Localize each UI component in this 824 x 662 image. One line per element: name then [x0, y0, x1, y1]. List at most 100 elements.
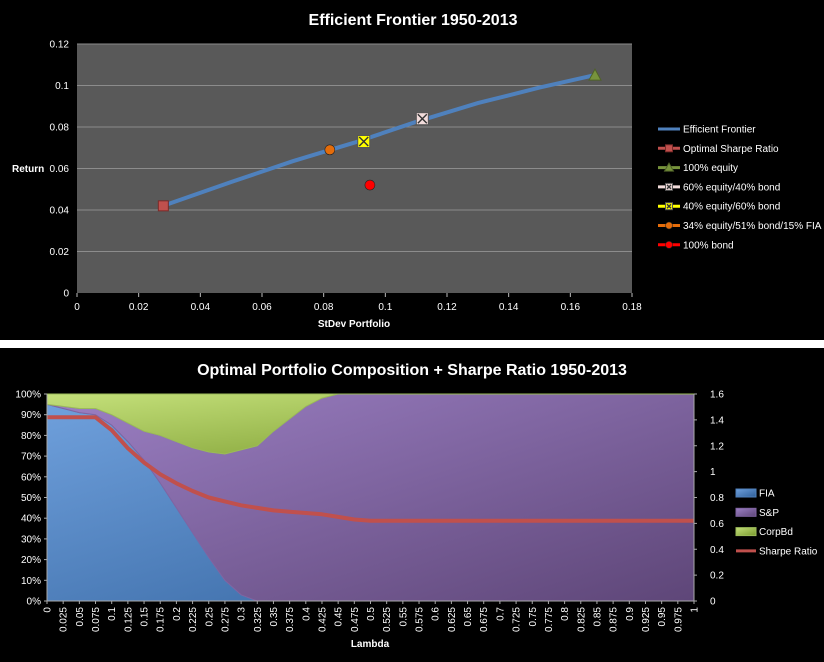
legend-label: 100% bond: [683, 240, 734, 251]
y2-tick-label: 0.8: [710, 493, 724, 504]
x-tick-label: 0.85: [592, 607, 603, 627]
x-tick-label: 0.225: [188, 607, 199, 632]
y-tick-label: 0.06: [50, 164, 70, 175]
x-tick-label: 0.05: [75, 607, 86, 627]
x-tick-label: 0.925: [641, 607, 652, 632]
marker-cross: [666, 203, 672, 209]
y-tick-label: 80%: [21, 431, 41, 442]
y-tick-labels: 0% 10% 20% 30% 40% 50% 60% 70% 80% 90% 100%: [15, 390, 41, 608]
y-tick-label: 90%: [21, 410, 41, 421]
marker-circle: [324, 144, 336, 156]
x-tick-label: 0.1: [378, 302, 392, 313]
marker-cross: [666, 184, 672, 190]
legend: FIA S&P CorpBd Sharpe Ratio: [735, 488, 818, 557]
x-tick-label: 0.8: [560, 607, 571, 621]
x-tick-label: 0.04: [191, 302, 211, 313]
marker-triangle: [663, 162, 675, 172]
y2-tick-label: 1.6: [710, 390, 724, 401]
y-tick-label: 0.12: [50, 40, 70, 51]
x-tick-label: 0.525: [382, 607, 393, 632]
x-tick-label: 0.4: [301, 607, 312, 621]
marker-cross: [358, 136, 369, 147]
y-tick-label: 0: [63, 289, 69, 300]
marker-square: [157, 200, 169, 212]
y-axis-label: Return: [12, 164, 44, 175]
chart-divider: [0, 340, 824, 348]
x-tick-label: 0.375: [285, 607, 296, 632]
y-tick-label: 100%: [15, 390, 41, 401]
y-tick-label: 0.1: [55, 81, 69, 92]
x-axis-label: Lambda: [351, 639, 390, 650]
x-tick-label: 0.175: [156, 607, 167, 632]
y2-tick-label: 0: [710, 597, 716, 608]
marker-square: [665, 144, 673, 153]
x-tick-label: 0.65: [463, 607, 474, 627]
x-tick-label: 0.02: [129, 302, 149, 313]
legend-label: 60% equity/40% bond: [683, 182, 780, 193]
y-tick-label: 0.04: [50, 206, 70, 217]
portfolio-composition-svg: Optimal Portfolio Composition + Sharpe R…: [15, 362, 818, 650]
legend-label: Efficient Frontier: [683, 125, 756, 136]
x-tick-label: 0.18: [622, 302, 642, 313]
x-tick-label: 0.25: [204, 607, 215, 627]
x-tick-label: 0.1: [107, 607, 118, 621]
efficient-frontier-chart: Efficient Frontier 1950-2013 0 0.02 0.04 0.…: [12, 12, 822, 330]
portfolio-composition-chart: Optimal Portfolio Composition + Sharpe R…: [0, 348, 824, 662]
x-tick-label: 0.75: [528, 607, 539, 627]
x-tick-label: 0.6: [431, 607, 442, 621]
y2-tick-label: 0.2: [710, 571, 724, 582]
efficient-frontier-line: [161, 73, 597, 208]
y2-tick-label: 0.4: [710, 545, 724, 556]
y2-tick-label: 1.2: [710, 441, 724, 452]
marker-cross: [417, 113, 428, 124]
x-tick-label: 0.425: [317, 607, 328, 632]
x-tick-label: 0.16: [561, 302, 581, 313]
efficient-frontier-svg: Efficient Frontier 1950-2013 0 0.02 0.04 0.…: [12, 12, 822, 330]
marker-circle: [665, 221, 673, 230]
x-tick-label: 0.975: [673, 607, 684, 632]
x-tick-label: 0.825: [576, 607, 587, 632]
x-tick-label: 0.9: [625, 607, 636, 621]
y-tick-labels: 0 0.02 0.04 0.06 0.08 0.1 0.12: [50, 40, 70, 300]
y-tick-label: 70%: [21, 452, 41, 463]
x-tick-labels: 0 0.02 0.04 0.06 0.08 0.1 0.12 0.14 0.16 0.18: [74, 302, 642, 313]
x-tick-label: 0.06: [252, 302, 272, 313]
x-tick-labels: 0 0.025 0.05 0.075 0.1 0.125 0.15 0.175 0.2 0.225…: [43, 607, 701, 632]
x-axis-label: StDev Portfolio: [318, 319, 390, 330]
x-tick-label: 0.725: [512, 607, 523, 632]
x-tick-label: 0.125: [123, 607, 134, 632]
x-tick-label: 0.2: [172, 607, 183, 621]
x-tick-label: 0.325: [253, 607, 264, 632]
legend-label: 40% equity/60% bond: [683, 202, 780, 213]
legend-label: Sharpe Ratio: [759, 546, 818, 557]
stacked-areas: [46, 393, 695, 602]
x-tick-label: 0.45: [334, 607, 345, 627]
x-tick-label: 0.275: [220, 607, 231, 632]
legend-swatch: [735, 527, 757, 537]
x-tick-label: 1: [690, 607, 701, 613]
x-tick-label: 0.08: [314, 302, 334, 313]
marker-circle: [665, 241, 673, 249]
x-tick-label: 0: [43, 607, 54, 613]
x-tick-label: 0.025: [59, 607, 70, 632]
x-tick-label: 0.35: [269, 607, 280, 627]
y-tick-label: 10%: [21, 576, 41, 587]
y2-tick-label: 0.6: [710, 519, 724, 530]
x-tick-label: 0.625: [447, 607, 458, 632]
x-tick-label: 0.775: [544, 607, 555, 632]
legend-label: FIA: [759, 489, 775, 500]
x-tick-label: 0.55: [398, 607, 409, 627]
y-tick-label: 0.08: [50, 123, 70, 134]
sharpe-ratio-line: [47, 415, 694, 523]
legend-swatch: [735, 488, 757, 498]
legend-label: S&P: [759, 508, 779, 519]
chart-title: Optimal Portfolio Composition + Sharpe R…: [197, 362, 627, 379]
marker-circle: [364, 179, 376, 191]
x-tick-label: 0.575: [415, 607, 426, 632]
x-tick-label: 0.475: [350, 607, 361, 632]
x-tick-label: 0.15: [140, 607, 151, 627]
portfolio-markers: [157, 68, 602, 212]
y-tick-label: 30%: [21, 534, 41, 545]
legend-label: 100% equity: [683, 163, 738, 174]
y-tick-label: 20%: [21, 555, 41, 566]
